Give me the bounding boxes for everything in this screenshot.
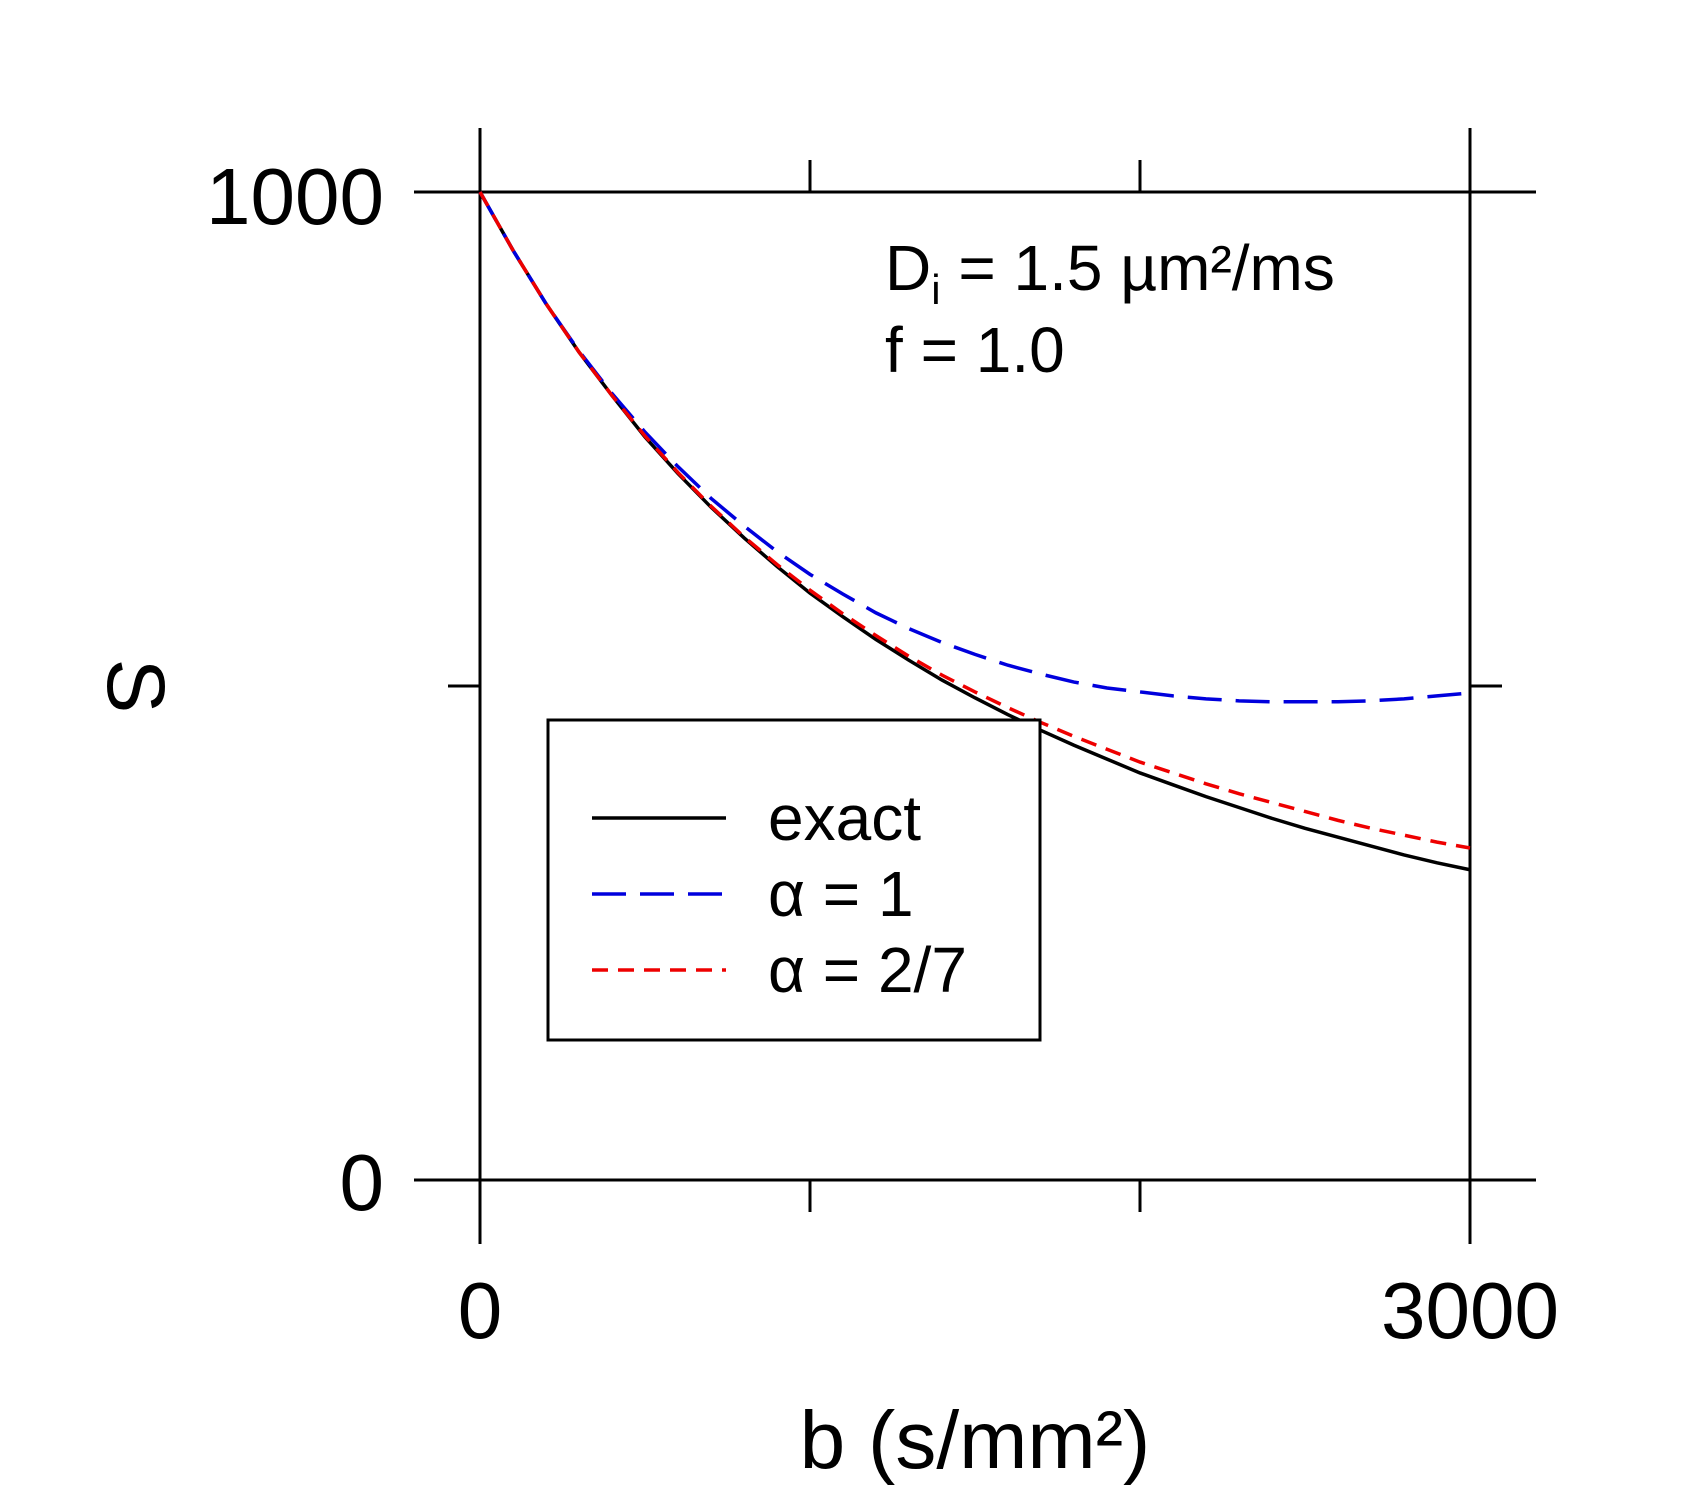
x-tick-label-min: 0: [458, 1266, 503, 1355]
series-line-2: [478, 191, 1471, 850]
annotation-line2: f = 1.0: [885, 314, 1065, 386]
legend-box: [546, 718, 1042, 1042]
legend-label-1: α = 1: [768, 858, 914, 930]
annotation-subscript: i: [931, 266, 940, 313]
series-layer: [478, 191, 1471, 872]
annotation-line1: Di = 1.5 µm²/ms: [885, 232, 1335, 313]
tick-marks: [414, 128, 1536, 1244]
y-axis-label: S: [90, 659, 181, 714]
annotation-d: D: [885, 232, 931, 304]
annotation-value: = 1.5 µm²/ms: [941, 232, 1335, 304]
x-tick-label-max: 3000: [1381, 1266, 1559, 1355]
y-tick-label-min: 0: [340, 1138, 385, 1227]
legend-label-2: α = 2/7: [768, 934, 967, 1006]
legend-label-0: exact: [768, 782, 921, 854]
series-line-1: [478, 191, 1471, 704]
y-tick-label-max: 1000: [206, 152, 384, 241]
x-axis-label: b (s/mm²): [800, 1395, 1151, 1486]
